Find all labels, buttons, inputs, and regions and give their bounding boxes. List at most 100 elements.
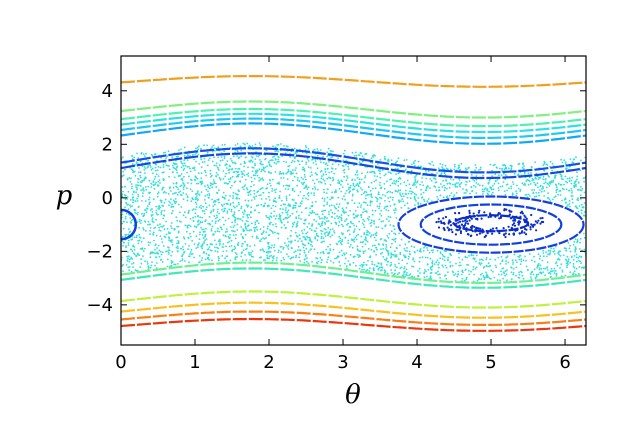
sea-point xyxy=(334,206,336,209)
sea-point xyxy=(142,227,145,229)
sea-point xyxy=(287,246,289,248)
sea-point xyxy=(494,264,497,267)
sea-point xyxy=(419,256,421,259)
sea-point xyxy=(302,166,304,169)
sea-point xyxy=(144,220,146,223)
sea-point xyxy=(203,251,205,253)
sea-point xyxy=(246,151,249,154)
sea-point xyxy=(383,187,386,190)
island-point xyxy=(497,212,500,215)
sea-point xyxy=(135,184,138,187)
sea-point xyxy=(543,163,546,165)
sea-point xyxy=(338,215,341,218)
sea-point xyxy=(512,263,514,265)
sea-point xyxy=(527,179,530,182)
sea-point xyxy=(529,195,531,197)
sea-point xyxy=(445,167,448,170)
sea-point xyxy=(265,237,267,239)
island-point xyxy=(491,227,495,230)
sea-point xyxy=(330,209,332,212)
sea-point xyxy=(364,197,367,200)
sea-point xyxy=(438,189,441,192)
sea-point xyxy=(349,184,352,187)
sea-point xyxy=(142,153,145,156)
sea-point xyxy=(414,159,416,162)
island-point xyxy=(503,233,506,236)
sea-point xyxy=(510,278,513,281)
sea-point xyxy=(181,255,184,257)
sea-point xyxy=(582,177,585,180)
sea-point xyxy=(293,160,296,163)
sea-point xyxy=(294,231,297,234)
sea-point xyxy=(402,254,405,257)
sea-point xyxy=(384,225,387,228)
sea-point xyxy=(356,177,359,179)
sea-point xyxy=(247,175,250,177)
sea-point xyxy=(132,245,135,248)
sea-point xyxy=(347,165,349,168)
sea-point xyxy=(286,178,289,181)
sea-point xyxy=(340,243,343,246)
sea-point xyxy=(167,246,170,249)
sea-point xyxy=(462,271,464,274)
sea-point xyxy=(147,244,150,247)
sea-point xyxy=(448,186,451,189)
sea-point xyxy=(371,263,374,266)
island-point xyxy=(455,228,458,231)
sea-point xyxy=(383,207,386,210)
sea-point xyxy=(294,204,297,207)
sea-point xyxy=(342,208,345,211)
sea-point xyxy=(235,234,238,236)
sea-point xyxy=(201,182,204,185)
sea-point xyxy=(571,190,573,192)
sea-point xyxy=(136,213,139,216)
sea-point xyxy=(418,260,421,263)
sea-point xyxy=(331,176,334,179)
sea-point xyxy=(287,204,289,207)
sea-point xyxy=(228,178,230,181)
sea-point xyxy=(267,245,270,248)
sea-point xyxy=(136,187,139,189)
sea-point xyxy=(315,232,318,235)
sea-point xyxy=(485,265,488,267)
sea-point xyxy=(129,205,132,208)
sea-point xyxy=(241,245,243,248)
sea-point xyxy=(369,189,372,192)
sea-point xyxy=(430,271,433,274)
sea-point xyxy=(150,182,153,185)
sea-point xyxy=(510,266,512,269)
sea-point xyxy=(272,145,274,148)
sea-point xyxy=(546,261,549,264)
sea-point xyxy=(276,232,279,235)
sea-point xyxy=(170,227,173,230)
sea-point xyxy=(321,241,324,243)
sea-point xyxy=(362,211,364,214)
sea-point xyxy=(375,226,378,229)
sea-point xyxy=(190,248,193,251)
sea-point xyxy=(369,193,372,196)
sea-point xyxy=(284,227,287,230)
sea-point xyxy=(274,205,277,208)
sea-point xyxy=(233,216,236,218)
sea-point xyxy=(361,160,364,163)
rotational-orbit-3 xyxy=(121,112,586,134)
sea-point xyxy=(156,192,159,195)
sea-point xyxy=(398,262,400,265)
sea-point xyxy=(363,220,366,223)
sea-point xyxy=(408,274,410,276)
sea-point xyxy=(155,234,158,237)
sea-point xyxy=(122,174,125,177)
sea-point xyxy=(447,256,449,259)
sea-point xyxy=(311,187,314,190)
sea-point xyxy=(190,182,193,185)
sea-point xyxy=(195,160,198,163)
sea-point xyxy=(206,164,209,167)
sea-point xyxy=(524,184,527,186)
sea-point xyxy=(179,190,182,193)
sea-point xyxy=(511,259,514,262)
sea-point xyxy=(505,263,507,265)
sea-point xyxy=(316,235,319,237)
sea-point xyxy=(128,177,131,179)
sea-point xyxy=(319,149,322,151)
island-point xyxy=(449,224,453,227)
